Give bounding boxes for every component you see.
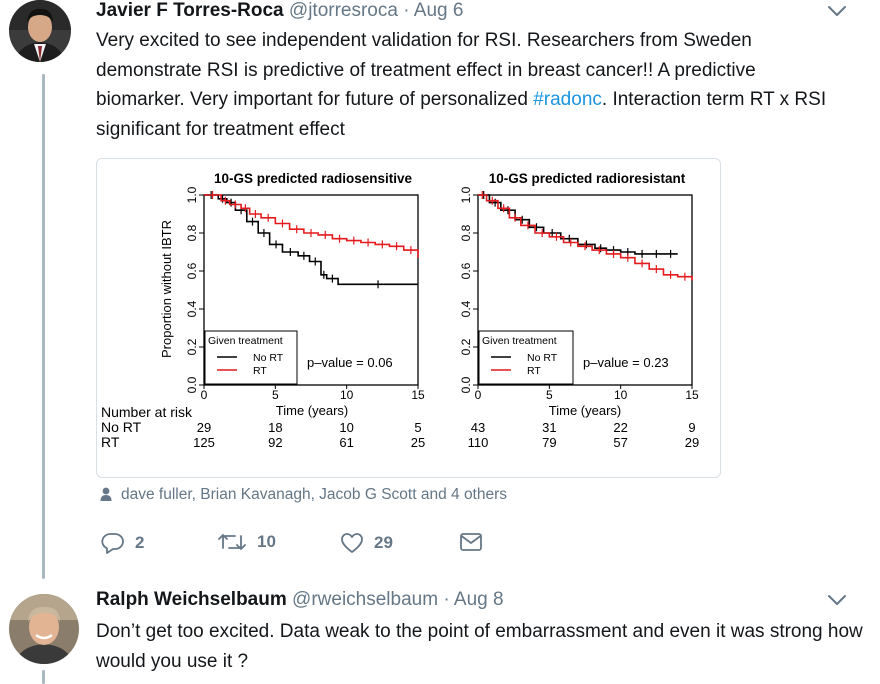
thread-line-lower (42, 670, 45, 684)
km-charts: 10-GS predicted radiosensitive Proportio… (101, 171, 699, 450)
risk-row-label: No RT (101, 419, 142, 435)
y-tick-label: 0.6 (185, 262, 199, 279)
likers-summary[interactable]: dave fuller, Brian Kavanagh, Jacob G Sco… (100, 486, 507, 504)
risk-value: 22 (613, 420, 627, 435)
chart-radiosensitive: 10-GS predicted radiosensitive Proportio… (101, 171, 425, 450)
y-tick-label: 0.0 (185, 376, 199, 393)
chevron-down-icon[interactable] (826, 4, 848, 18)
avatar-ralph[interactable] (9, 594, 79, 664)
like-count: 29 (374, 533, 393, 552)
tweet-date[interactable]: Aug 6 (413, 0, 464, 21)
tweet-2-header: Ralph Weichselbaum @rweichselbaum · Aug … (96, 589, 504, 611)
hashtag-link[interactable]: #radonc (533, 89, 602, 110)
plot-frame (477, 194, 693, 386)
y-tick-label: 0.2 (185, 338, 199, 355)
y-axis-label: Proportion without IBTR (159, 220, 174, 358)
risk-value: 29 (197, 420, 211, 435)
y-tick-label: 0.0 (459, 376, 473, 393)
y-tick-label: 0.4 (185, 300, 199, 317)
risk-value: 110 (468, 435, 489, 450)
tweet-1-header: Javier F Torres-Roca @jtorresroca · Aug … (96, 0, 463, 22)
legend-box: Given treatment No RT RT (204, 330, 298, 385)
tweet-text: Don’t get too excited. Data weak to the … (96, 621, 863, 672)
risk-value: 43 (471, 420, 485, 435)
x-tick-label: 0 (201, 388, 208, 402)
x-tick-label: 15 (685, 388, 699, 402)
y-tick-label: 1.0 (459, 186, 473, 203)
reply-count: 2 (135, 533, 145, 552)
km-curve-rt (204, 194, 419, 258)
retweet-button[interactable]: 10 (217, 532, 276, 552)
x-tick-label: 10 (614, 388, 628, 402)
risk-value: 92 (268, 435, 282, 450)
risk-value: 18 (268, 420, 282, 435)
tweet-media-chart[interactable]: 10-GS predicted radiosensitive Proportio… (96, 158, 721, 478)
tweet-date[interactable]: Aug 8 (453, 589, 504, 610)
x-tick-label: 5 (546, 388, 553, 402)
risk-value: 29 (685, 435, 699, 450)
tweet-text: Very excited to see independent validati… (96, 26, 831, 144)
chart-title: 10-GS predicted radioresistant (489, 171, 686, 186)
chevron-down-icon[interactable] (826, 593, 848, 607)
legend-title: Given treatment (482, 335, 557, 347)
reply-button[interactable]: 2 (101, 532, 144, 554)
risk-value: 61 (339, 435, 353, 450)
y-tick-label: 0.8 (185, 224, 199, 241)
tweet-text-part: . Interaction term RT x RSI significant … (96, 89, 827, 140)
risk-row-label: RT (101, 434, 120, 450)
y-tick-label: 1.0 (185, 186, 199, 203)
y-tick-label: 0.6 (459, 262, 473, 279)
header-separator: · (403, 0, 410, 21)
x-tick-label: 10 (340, 388, 354, 402)
risk-value: 25 (411, 435, 425, 450)
p-value: p–value = 0.23 (583, 355, 669, 370)
person-icon (100, 487, 112, 501)
author-handle[interactable]: @jtorresroca (288, 0, 398, 21)
retweet-icon (218, 534, 246, 550)
y-tick-label: 0.4 (459, 300, 473, 317)
risk-value: 31 (542, 420, 556, 435)
likers-text: dave fuller, Brian Kavanagh, Jacob G Sco… (121, 486, 508, 503)
risk-value: 57 (613, 435, 627, 450)
risk-value: 125 (193, 435, 215, 450)
risk-value: 79 (542, 435, 556, 450)
x-axis-label: Time (years) (276, 403, 348, 418)
risk-table-heading: Number at risk (101, 404, 193, 420)
plot-frame (203, 194, 419, 386)
km-curve-rt (478, 194, 693, 281)
legend-title: Given treatment (208, 335, 283, 347)
risk-value: 10 (339, 420, 353, 435)
risk-value: 5 (414, 420, 421, 435)
envelope-icon (460, 533, 482, 551)
like-button[interactable]: 29 (340, 532, 393, 554)
km-curve-no-rt (204, 194, 418, 286)
y-tick-label: 0.8 (459, 224, 473, 241)
risk-value: 9 (688, 420, 695, 435)
x-tick-label: 0 (475, 388, 482, 402)
legend-label-no-rt: No RT (527, 352, 558, 364)
x-tick-label: 5 (272, 388, 279, 402)
legend-label-rt: RT (253, 365, 267, 377)
author-name[interactable]: Javier F Torres-Roca (96, 0, 284, 21)
chart-radioresistant: 10-GS predicted radioresistant Given tre… (459, 171, 699, 450)
reply-icon (101, 533, 124, 554)
tweet-text-part: Very excited to see independent validati… (96, 30, 756, 110)
chart-title: 10-GS predicted radiosensitive (214, 171, 413, 186)
author-name[interactable]: Ralph Weichselbaum (96, 589, 287, 610)
avatar-javier[interactable] (9, 0, 71, 62)
x-axis-label: Time (years) (549, 403, 621, 418)
legend-label-no-rt: No RT (253, 352, 284, 364)
retweet-count: 10 (257, 532, 276, 551)
x-tick-label: 15 (411, 388, 425, 402)
y-tick-label: 0.2 (459, 338, 473, 355)
thread-line-upper (42, 74, 45, 579)
author-handle[interactable]: @rweichselbaum (292, 589, 439, 610)
legend-label-rt: RT (527, 365, 541, 377)
p-value: p–value = 0.06 (307, 355, 393, 370)
direct-message-button[interactable] (459, 532, 493, 552)
heart-icon (341, 533, 363, 553)
legend-box: Given treatment No RT RT (478, 330, 574, 385)
header-separator: · (443, 589, 450, 610)
